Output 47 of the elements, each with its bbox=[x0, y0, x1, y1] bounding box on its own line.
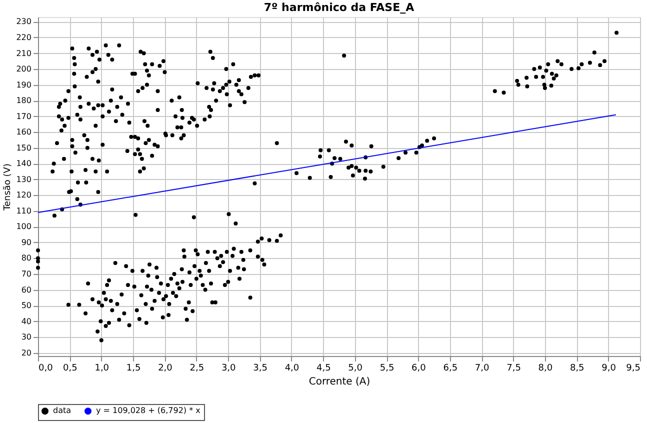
x-tick-label: 1,5 bbox=[126, 364, 141, 374]
legend-label: data bbox=[53, 406, 72, 416]
y-tick-label: 150 bbox=[16, 143, 32, 152]
x-axis-title: Corrente (A) bbox=[308, 376, 370, 388]
x-tick-label: 4,0 bbox=[284, 364, 300, 374]
y-tick-label: 80 bbox=[21, 254, 32, 263]
legend-label: y = 109,028 + (6,792) * x bbox=[96, 406, 201, 416]
y-tick-label: 70 bbox=[21, 270, 32, 279]
y-tick-label: 20 bbox=[21, 348, 32, 358]
y-tick-label: 210 bbox=[16, 48, 32, 58]
y-tick-label: 60 bbox=[21, 285, 32, 294]
y-tick-label: 160 bbox=[16, 128, 32, 137]
y-tick-label: 190 bbox=[16, 80, 32, 90]
x-tick-label: 4,5 bbox=[316, 364, 331, 374]
y-tick-label: 30 bbox=[21, 332, 32, 342]
x-tick-label: 0,5 bbox=[63, 364, 78, 374]
y-tick-label: 180 bbox=[16, 96, 32, 106]
y-tick-label: 100 bbox=[16, 222, 32, 232]
x-tick-label: 6,0 bbox=[412, 364, 426, 374]
y-tick-label: 170 bbox=[16, 112, 32, 121]
y-tick-label: 110 bbox=[16, 206, 32, 216]
y-tick-label: 140 bbox=[16, 159, 32, 168]
x-tick-label: 3,0 bbox=[221, 364, 236, 374]
y-tick-label: 200 bbox=[16, 64, 32, 74]
y-tick-label: 230 bbox=[16, 17, 32, 26]
x-tick-label: 8,5 bbox=[570, 364, 584, 374]
y-tick-label: 90 bbox=[21, 238, 32, 247]
x-tick-label: 2,0 bbox=[158, 364, 173, 374]
x-tick-label: 7,0 bbox=[474, 364, 490, 374]
x-tick-label: 2,5 bbox=[190, 364, 204, 374]
x-tick-label: 6,5 bbox=[443, 364, 458, 374]
y-tick-label: 40 bbox=[21, 316, 32, 326]
x-tick-label: 8,0 bbox=[538, 364, 553, 374]
x-tick-label: 1,0 bbox=[94, 364, 110, 374]
x-tick-label: 9,5 bbox=[626, 364, 640, 374]
y-tick-label: 50 bbox=[21, 301, 32, 310]
x-tick-label: 5,0 bbox=[348, 364, 363, 374]
x-tick-label: 0,0 bbox=[38, 364, 54, 374]
chart-title: 7º harmônico da FASE_A bbox=[264, 1, 415, 14]
y-tick-label: 220 bbox=[16, 33, 32, 42]
y-tick-label: 120 bbox=[16, 190, 32, 200]
y-axis-title: Tensão (V) bbox=[3, 164, 14, 212]
x-tick-label: 7,5 bbox=[506, 364, 521, 374]
x-tick-label: 5,5 bbox=[380, 364, 394, 374]
x-tick-label: 3,5 bbox=[253, 364, 268, 374]
x-tick-label: 9,0 bbox=[602, 364, 616, 374]
y-tick-label: 130 bbox=[16, 174, 32, 184]
